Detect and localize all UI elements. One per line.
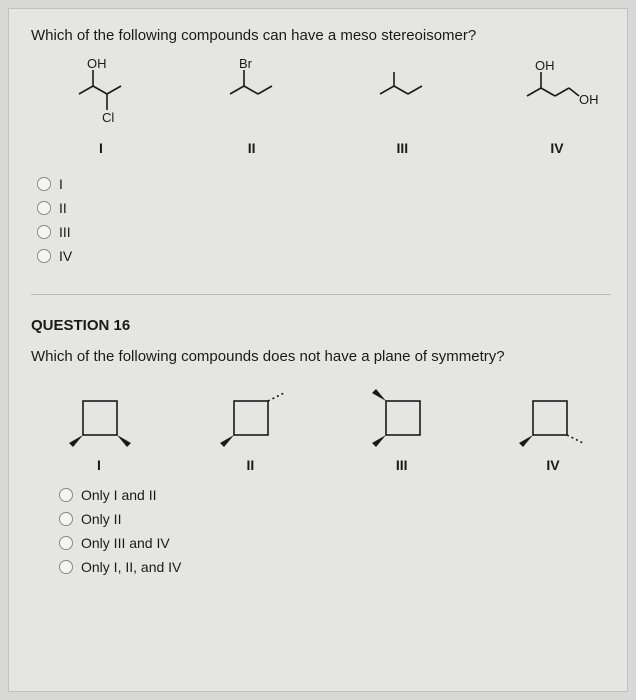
q16-text: Which of the following compounds does no… — [31, 348, 611, 365]
structure-iii-svg — [362, 56, 442, 136]
structure-i-svg: OH Cl — [61, 56, 141, 136]
option-ii[interactable]: II — [37, 200, 611, 216]
q16-options: Only I and II Only II Only III and IV On… — [59, 487, 611, 575]
sub-cl: Cl — [102, 110, 114, 125]
option-only-i-ii-iv[interactable]: Only I, II, and IV — [59, 559, 611, 575]
option-iii[interactable]: III — [37, 224, 611, 240]
sub-oh-right: OH — [579, 92, 599, 107]
compound-iii: III — [362, 56, 442, 156]
cyclo-i: I — [53, 381, 145, 473]
label-iv: IV — [550, 140, 563, 156]
option-label: Only II — [81, 511, 121, 527]
compound-i: OH Cl I — [61, 56, 141, 156]
sub-oh: OH — [87, 56, 107, 71]
cyclo-iii: III — [356, 381, 448, 473]
cyclo-iv-svg — [507, 381, 599, 453]
q16-heading: QUESTION 16 — [31, 317, 611, 334]
cyclo-label-iii: III — [396, 457, 408, 473]
radio-icon — [37, 249, 51, 263]
option-only-iii-iv[interactable]: Only III and IV — [59, 535, 611, 551]
option-only-ii[interactable]: Only II — [59, 511, 611, 527]
option-label: II — [59, 200, 67, 216]
cyclo-label-i: I — [97, 457, 101, 473]
compound-iv: OH OH IV — [513, 56, 601, 156]
structure-ii-svg: Br — [212, 56, 292, 136]
radio-icon — [59, 536, 73, 550]
radio-icon — [59, 488, 73, 502]
structure-iv-svg: OH OH — [513, 56, 601, 136]
question-divider — [31, 294, 611, 295]
option-i[interactable]: I — [37, 176, 611, 192]
q15-compounds: OH Cl I Br II — [31, 56, 611, 156]
cyclo-iii-svg — [356, 381, 448, 453]
cyclo-ii-svg — [204, 381, 296, 453]
quiz-page: Which of the following compounds can hav… — [8, 8, 628, 692]
option-label: Only I and II — [81, 487, 156, 503]
q15-text: Which of the following compounds can hav… — [31, 27, 611, 44]
option-label: III — [59, 224, 71, 240]
sub-br: Br — [239, 56, 253, 71]
radio-icon — [59, 512, 73, 526]
label-i: I — [99, 140, 103, 156]
option-label: Only I, II, and IV — [81, 559, 181, 575]
label-iii: III — [396, 140, 408, 156]
sub-oh-top: OH — [535, 58, 555, 73]
cyclo-i-svg — [53, 381, 145, 453]
option-label: I — [59, 176, 63, 192]
radio-icon — [59, 560, 73, 574]
cyclo-iv: IV — [507, 381, 599, 473]
cyclo-label-ii: II — [246, 457, 254, 473]
option-label: Only III and IV — [81, 535, 170, 551]
radio-icon — [37, 177, 51, 191]
label-ii: II — [248, 140, 256, 156]
option-iv[interactable]: IV — [37, 248, 611, 264]
q15-options: I II III IV — [37, 176, 611, 264]
radio-icon — [37, 225, 51, 239]
option-label: IV — [59, 248, 72, 264]
cyclo-label-iv: IV — [546, 457, 559, 473]
option-only-i-ii[interactable]: Only I and II — [59, 487, 611, 503]
cyclo-ii: II — [204, 381, 296, 473]
compound-ii: Br II — [212, 56, 292, 156]
q16-compounds: I II — [31, 381, 611, 473]
radio-icon — [37, 201, 51, 215]
